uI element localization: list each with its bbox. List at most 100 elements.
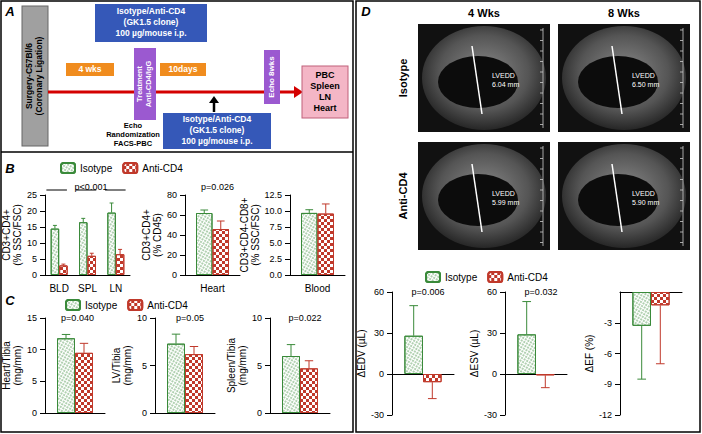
svg-text:Anti-CD4/IgG: Anti-CD4/IgG	[144, 61, 153, 108]
svg-text:6.50 mm: 6.50 mm	[632, 81, 659, 88]
svg-text:D: D	[361, 4, 371, 19]
svg-text:-9: -9	[604, 379, 612, 389]
svg-text:0: 0	[172, 270, 177, 280]
svg-text:-30: -30	[371, 410, 384, 420]
svg-text:10: 10	[252, 313, 262, 323]
svg-text:10.0: 10.0	[264, 206, 282, 216]
svg-text:0: 0	[32, 408, 37, 418]
svg-text:A: A	[4, 4, 14, 19]
svg-text:C: C	[5, 293, 15, 308]
svg-text:Anti-CD4: Anti-CD4	[147, 300, 188, 311]
svg-text:5: 5	[142, 361, 147, 371]
svg-text:Randomization: Randomization	[106, 130, 160, 139]
svg-text:20: 20	[167, 250, 177, 260]
svg-text:5: 5	[32, 376, 37, 386]
svg-text:Spleen: Spleen	[310, 81, 340, 91]
svg-text:10: 10	[27, 238, 37, 248]
svg-text:(mg/mm): (mg/mm)	[12, 346, 23, 386]
svg-text:Blood: Blood	[305, 283, 331, 294]
svg-text:4 Wks: 4 Wks	[468, 7, 500, 19]
svg-text:5.99 mm: 5.99 mm	[492, 199, 519, 206]
svg-text:ΔEDV (µL): ΔEDV (µL)	[356, 329, 367, 377]
svg-text:40: 40	[167, 230, 177, 240]
svg-text:10: 10	[137, 313, 147, 323]
svg-text:60: 60	[374, 287, 384, 297]
svg-text:LVEDD: LVEDD	[632, 72, 655, 79]
svg-text:Isotype/Anti-CD4: Isotype/Anti-CD4	[183, 114, 252, 124]
svg-text:5: 5	[32, 254, 37, 264]
svg-text:30: 30	[374, 328, 384, 338]
svg-text:(% SSC/FSC): (% SSC/FSC)	[250, 204, 261, 266]
svg-text:CD3+CD4-CD8+: CD3+CD4-CD8+	[239, 197, 250, 272]
svg-text:p=0.032: p=0.032	[525, 287, 558, 297]
svg-text:0: 0	[142, 408, 147, 418]
svg-text:LN: LN	[319, 92, 331, 102]
svg-text:4 wks: 4 wks	[78, 64, 101, 74]
svg-text:12.5: 12.5	[264, 190, 282, 200]
svg-text:15: 15	[27, 313, 37, 323]
svg-text:-6: -6	[604, 349, 612, 359]
svg-text:8 Wks: 8 Wks	[608, 7, 640, 19]
svg-text:Anti-CD4: Anti-CD4	[397, 172, 409, 220]
svg-text:60: 60	[487, 287, 497, 297]
svg-text:CD3+CD4+: CD3+CD4+	[141, 209, 152, 261]
svg-text:p=0.05: p=0.05	[176, 313, 204, 323]
svg-text:30: 30	[487, 328, 497, 338]
svg-text:7.5: 7.5	[269, 222, 282, 232]
svg-text:Anti-CD4: Anti-CD4	[507, 272, 548, 283]
svg-text:LN: LN	[109, 283, 122, 294]
svg-text:Surgery-C57Bl/6: Surgery-C57Bl/6	[24, 43, 34, 109]
svg-text:Isotype: Isotype	[80, 163, 113, 174]
svg-text:PBC: PBC	[315, 70, 335, 80]
svg-text:-3: -3	[604, 318, 612, 328]
svg-text:(% SSC/FSC): (% SSC/FSC)	[12, 204, 23, 266]
svg-text:15: 15	[27, 222, 37, 232]
svg-text:(GK1.5 clone): (GK1.5 clone)	[190, 125, 245, 135]
svg-text:p=0.026: p=0.026	[201, 182, 234, 192]
svg-text:(% CD45): (% CD45)	[152, 213, 163, 257]
svg-text:LV/Tibia: LV/Tibia	[111, 347, 122, 383]
svg-text:Heart/Tibia: Heart/Tibia	[1, 341, 12, 390]
svg-text:CD3+CD4+: CD3+CD4+	[1, 209, 12, 261]
svg-text:80: 80	[167, 190, 177, 200]
svg-text:SPL: SPL	[78, 283, 97, 294]
svg-text:Anti-CD4: Anti-CD4	[142, 163, 183, 174]
svg-text:5.0: 5.0	[269, 238, 282, 248]
svg-text:5.90 mm: 5.90 mm	[632, 199, 659, 206]
svg-text:0: 0	[379, 369, 384, 379]
svg-text:BLD: BLD	[49, 283, 68, 294]
svg-text:LVEDD: LVEDD	[492, 72, 515, 79]
svg-text:100 µg/mouse i.p.: 100 µg/mouse i.p.	[181, 136, 252, 146]
svg-text:Spleen/Tibia: Spleen/Tibia	[226, 337, 237, 393]
svg-text:ΔESV (µL): ΔESV (µL)	[469, 330, 480, 377]
svg-text:0.0: 0.0	[269, 270, 282, 280]
svg-text:LVEDD: LVEDD	[632, 190, 655, 197]
svg-text:5: 5	[257, 361, 262, 371]
svg-text:p<0.001: p<0.001	[75, 182, 108, 192]
svg-text:p=0.006: p=0.006	[412, 287, 445, 297]
svg-text:10days: 10days	[169, 64, 198, 74]
svg-text:25: 25	[27, 190, 37, 200]
svg-text:0: 0	[32, 270, 37, 280]
svg-text:-12: -12	[599, 410, 612, 420]
svg-text:Isotype: Isotype	[445, 272, 478, 283]
svg-text:10: 10	[27, 345, 37, 355]
svg-text:-30: -30	[484, 410, 497, 420]
svg-text:(Coronary Ligation): (Coronary Ligation)	[34, 36, 44, 115]
svg-text:20: 20	[27, 206, 37, 216]
svg-text:6.04 mm: 6.04 mm	[492, 81, 519, 88]
svg-text:LVEDD: LVEDD	[492, 190, 515, 197]
svg-text:FACS-PBC: FACS-PBC	[114, 139, 153, 148]
svg-text:Treatment: Treatment	[135, 66, 144, 102]
svg-text:Isotype: Isotype	[85, 300, 118, 311]
svg-text:Heart: Heart	[313, 103, 336, 113]
svg-text:ΔEF (%): ΔEF (%)	[584, 335, 595, 373]
svg-text:Isotype/Anti-CD4: Isotype/Anti-CD4	[117, 6, 186, 16]
svg-text:60: 60	[167, 210, 177, 220]
svg-text:p=0.040: p=0.040	[61, 313, 94, 323]
svg-text:(GK1.5 clone): (GK1.5 clone)	[124, 17, 179, 27]
svg-text:(mg/mm): (mg/mm)	[122, 346, 133, 386]
svg-text:2.5: 2.5	[269, 254, 282, 264]
svg-text:Isotype: Isotype	[397, 59, 409, 98]
svg-text:0: 0	[257, 408, 262, 418]
